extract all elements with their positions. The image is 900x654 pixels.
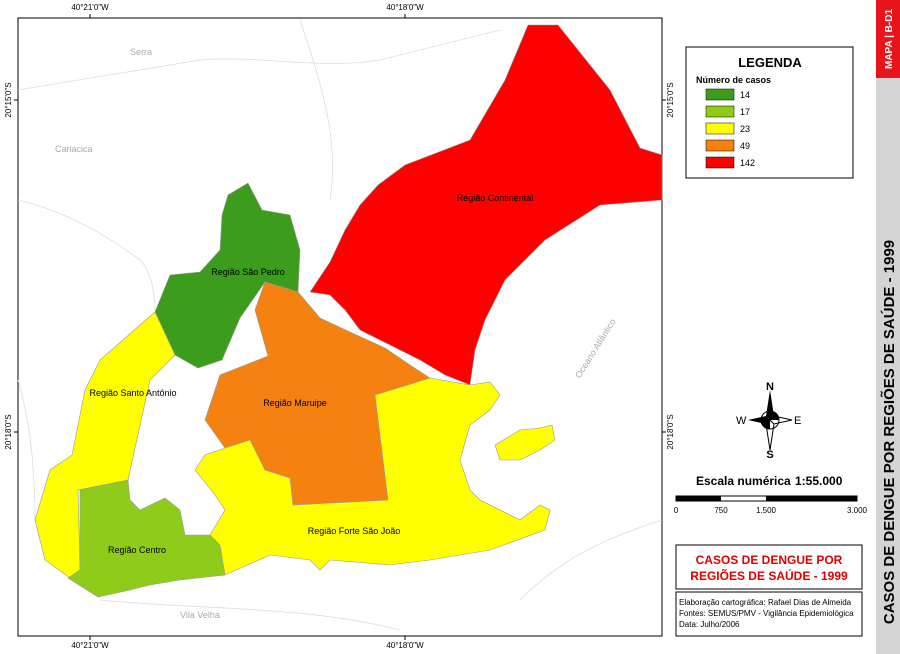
region-label: Região Forte São João xyxy=(308,526,401,536)
credits-line: Fontes: SEMUS/PMV - Vigilância Epidemiol… xyxy=(679,609,854,618)
region-label: Região São Pedro xyxy=(211,267,285,277)
region-label: Região Maruipe xyxy=(263,398,327,408)
title-box xyxy=(675,544,863,590)
sidebar-code: MAPA | B-D1 xyxy=(884,9,895,69)
coord-label: 20°18'0"S xyxy=(4,414,13,449)
road xyxy=(299,19,333,201)
scale-tick: 1.500 xyxy=(756,506,777,515)
scale-label: Escala numérica xyxy=(696,474,791,488)
background-lines xyxy=(17,19,663,631)
compass: N S E W xyxy=(736,381,801,461)
compass-s: S xyxy=(766,449,773,461)
frame-ticks xyxy=(14,14,666,640)
legend-items: 14 17 23 49 142 xyxy=(705,88,755,169)
legend-subtitle: Número de casos xyxy=(696,75,771,85)
coord-label: 40°18'0"W xyxy=(386,3,424,12)
coord-label: 20°15'0"S xyxy=(4,82,13,117)
place-label: Cariacica xyxy=(55,144,93,154)
legend-swatch xyxy=(705,139,735,152)
coord-label: 20°18'0"S xyxy=(666,414,675,449)
scale-tick: 0 xyxy=(674,506,679,515)
legend-swatch xyxy=(705,122,735,135)
compass-w: W xyxy=(736,415,747,427)
legend-label: 142 xyxy=(740,158,755,168)
region-sao-pedro xyxy=(154,182,301,369)
road xyxy=(99,599,401,631)
road xyxy=(519,519,663,601)
region-label: Região Centro xyxy=(108,545,166,555)
title-line: REGIÕES DE SAÚDE - 1999 xyxy=(690,568,848,583)
legend-swatch xyxy=(705,156,735,169)
legend-label: 17 xyxy=(740,107,750,117)
credits-line: Data: Julho/2006 xyxy=(679,620,740,629)
legend-swatch xyxy=(705,105,735,118)
title-line: CASOS DE DENGUE POR xyxy=(696,553,843,567)
scale-bar xyxy=(766,496,857,501)
coord-label: 40°18'0"W xyxy=(386,641,424,650)
coord-label: 40°21'0"W xyxy=(71,641,109,650)
compass-e: E xyxy=(794,415,801,427)
coord-label: 20°15'0"S xyxy=(666,82,675,117)
place-label: Vila Velha xyxy=(180,610,220,620)
road xyxy=(17,29,501,91)
legend-label: 23 xyxy=(740,124,750,134)
legend-label: 14 xyxy=(740,90,750,100)
sidebar-title: CASOS DE DENGUE POR REGIÕES DE SAÚDE - 1… xyxy=(880,240,898,624)
region-island xyxy=(494,424,556,461)
legend-title: LEGENDA xyxy=(738,55,802,70)
sidebar-bg xyxy=(876,78,900,654)
credits-box xyxy=(675,591,863,637)
scale-tick: 750 xyxy=(714,506,728,515)
compass-n: N xyxy=(766,381,774,393)
legend-label: 49 xyxy=(740,141,750,151)
coord-label: 40°21'0"W xyxy=(71,3,109,12)
legend-swatch xyxy=(705,88,735,101)
road xyxy=(17,379,36,521)
sidebar-code-bg xyxy=(876,0,900,78)
compass-ring xyxy=(761,411,779,429)
credits-line: Elaboração cartográfica: Rafael Dias de … xyxy=(679,598,852,607)
scale-ratio: 1:55.000 xyxy=(795,474,843,488)
place-label: Serra xyxy=(130,47,152,57)
region-continental xyxy=(309,24,663,386)
region-label: Região Santo Antônio xyxy=(89,388,176,398)
region-label: Região Continental xyxy=(457,193,534,203)
scale-tick: 3.000 xyxy=(847,506,868,515)
region-forte-sao-joao xyxy=(194,377,551,576)
scale-bar xyxy=(676,496,721,501)
road xyxy=(17,199,156,313)
